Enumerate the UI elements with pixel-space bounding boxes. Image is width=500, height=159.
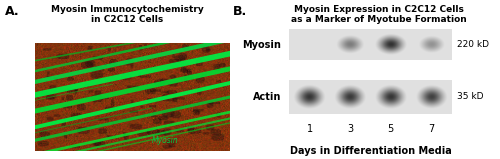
Text: B.: B.: [232, 5, 247, 18]
Text: Actin: Actin: [253, 92, 282, 102]
Text: 220 kD: 220 kD: [457, 40, 489, 49]
Text: Myosin Expression in C2C12 Cells
as a Marker of Myotube Formation: Myosin Expression in C2C12 Cells as a Ma…: [290, 5, 467, 24]
Text: 7: 7: [428, 124, 434, 134]
Text: Myosin: Myosin: [152, 136, 179, 145]
Text: 1: 1: [306, 124, 312, 134]
Text: Myosin: Myosin: [242, 40, 282, 49]
Text: A.: A.: [4, 5, 20, 18]
Text: 35 kD: 35 kD: [457, 93, 483, 101]
Text: 3: 3: [347, 124, 353, 134]
Text: Myosin Immunocytochemistry
in C2C12 Cells: Myosin Immunocytochemistry in C2C12 Cell…: [50, 5, 203, 24]
Text: 5: 5: [388, 124, 394, 134]
Text: Days in Differentiation Media: Days in Differentiation Media: [290, 146, 452, 156]
